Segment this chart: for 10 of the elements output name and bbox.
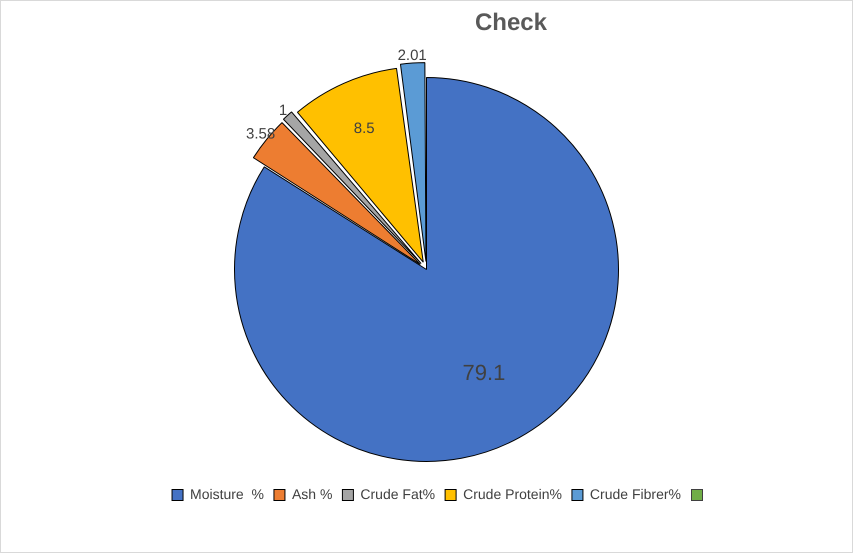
- legend-label: Crude Fat%: [360, 486, 436, 502]
- legend-label: Crude Protein%: [463, 486, 562, 502]
- legend-label: Crude Fibrer%: [590, 486, 681, 502]
- data-label: 1: [278, 102, 288, 119]
- data-label: 79.1: [462, 360, 506, 385]
- legend-label: Ash %: [292, 486, 332, 502]
- chart-title: Check: [474, 9, 548, 37]
- data-label: 2.01: [398, 47, 427, 64]
- data-label: 8.5: [354, 120, 375, 138]
- legend-label: Moisture %: [190, 486, 264, 502]
